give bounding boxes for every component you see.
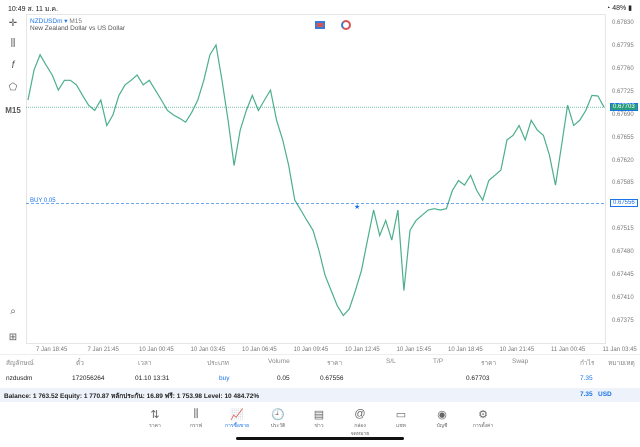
- price-chart[interactable]: [26, 14, 606, 344]
- column-header[interactable]: กำไร: [580, 360, 595, 367]
- column-header[interactable]: เวลา: [138, 360, 152, 367]
- battery-indicator: ◔ 48% ▮: [606, 5, 632, 12]
- nav-label: ข่าว: [314, 423, 324, 429]
- nav-settings[interactable]: ⚙ การตั้งค่า: [468, 408, 498, 430]
- chart-symbol[interactable]: NZDUSDm ▾ M15: [30, 18, 83, 25]
- add-icon[interactable]: ⊞: [8, 332, 18, 343]
- y-tick-label: 0.67410: [612, 295, 634, 302]
- chat-icon: ▭: [395, 409, 407, 421]
- position-profit: 7.35: [580, 375, 593, 382]
- y-tick-label: 0.67620: [612, 157, 634, 164]
- history-icon: 🕘: [271, 409, 285, 421]
- column-header[interactable]: Swap: [512, 358, 529, 365]
- position-volume: 0.05: [277, 375, 290, 382]
- nav-label: การตั้งค่า: [472, 423, 494, 429]
- column-header[interactable]: ราคา: [481, 360, 497, 367]
- y-tick-label: 0.67655: [612, 134, 634, 141]
- x-tick-label: 7 Jan 21:45: [87, 347, 119, 353]
- x-tick-label: 7 Jan 18:45: [36, 347, 68, 353]
- order-line-label[interactable]: BUY 0.05: [30, 198, 56, 204]
- nav-label: กล่องจดหมาย: [350, 423, 370, 437]
- price-line: [27, 43, 605, 317]
- nav-mailbox[interactable]: @ กล่องจดหมาย: [345, 408, 375, 438]
- position-ticket: 172056264: [72, 375, 105, 382]
- position-symbol[interactable]: nzdusdm: [6, 375, 33, 382]
- x-tick-label: 10 Jan 12:45: [345, 347, 380, 353]
- quotes-icon: ⇅: [150, 409, 160, 421]
- position-open-price: 0.67556: [320, 375, 344, 382]
- column-header[interactable]: ราคา: [327, 360, 343, 367]
- balance-bar: Balance: 1 763.52 Equity: 1 770.87 หลักป…: [0, 388, 640, 402]
- y-tick-label: 0.67795: [612, 42, 634, 49]
- status-bar: 10:49 ส. 11 ม.ค. ◔ 48% ▮: [0, 0, 640, 14]
- crosshair-icon[interactable]: ✛: [8, 18, 18, 29]
- entry-marker-icon: ★: [354, 203, 360, 211]
- y-tick-label: 0.67760: [612, 65, 634, 72]
- chart-icon: ⫼: [193, 408, 199, 420]
- x-tick-label: 10 Jan 09:45: [293, 347, 329, 353]
- x-tick-label: 10 Jan 00:45: [139, 347, 174, 353]
- order-price-label: 0.67556: [610, 199, 638, 208]
- x-tick-label: 10 Jan 03:45: [190, 347, 226, 353]
- chart-description: New Zealand Dollar vs US Dollar: [30, 25, 126, 32]
- nav-trade[interactable]: 📈 การซื้อขาย: [222, 408, 252, 430]
- nav-chat[interactable]: ▭ แชท: [386, 408, 416, 430]
- balance-total: 7.35: [580, 391, 593, 398]
- y-tick-label: 0.67830: [612, 20, 634, 26]
- nav-news[interactable]: ▤ ข่าว: [304, 408, 334, 430]
- column-header[interactable]: ประเภท: [207, 360, 229, 367]
- y-tick-label: 0.67515: [612, 226, 634, 233]
- account-icon: ◉: [437, 409, 447, 421]
- balance-currency: USD: [598, 391, 612, 398]
- position-type: buy: [219, 375, 230, 382]
- y-tick-label: 0.67690: [612, 111, 634, 118]
- nav-label: ประวัติ: [270, 423, 286, 429]
- column-header[interactable]: ตั๋ว: [76, 360, 84, 367]
- trade-icon: 📈: [230, 409, 244, 421]
- settings-icon: ⚙: [478, 409, 488, 421]
- position-current-price: 0.67703: [466, 375, 490, 382]
- balance-text: Balance: 1 763.52 Equity: 1 770.87 หลักป…: [4, 393, 260, 400]
- nav-chart[interactable]: ⫼ กราฟ: [181, 408, 211, 430]
- y-tick-label: 0.67480: [612, 249, 634, 256]
- nav-quotes[interactable]: ⇅ ราคา: [140, 408, 170, 430]
- x-tick-label: 10 Jan 18:45: [448, 347, 483, 353]
- y-tick-label: 0.67725: [612, 88, 634, 95]
- y-tick-label: 0.67375: [612, 318, 634, 324]
- y-tick-label: 0.67585: [612, 180, 634, 187]
- x-tick-label: 11 Jan 00:45: [551, 347, 586, 353]
- status-time: 10:49 ส. 11 ม.ค.: [8, 6, 59, 13]
- news-icon: ▤: [313, 409, 325, 421]
- mailbox-icon: @: [354, 408, 366, 420]
- nav-label: กราฟ: [189, 423, 203, 429]
- function-icon[interactable]: f: [11, 60, 15, 71]
- nav-label: บัญชี: [436, 423, 448, 429]
- chart-toolbar: ✛ ⫼ f ⬠ M15 ⌕ ⊞: [0, 14, 26, 344]
- x-tick-label: 10 Jan 15:45: [396, 347, 432, 353]
- nav-label: แชท: [396, 423, 406, 429]
- position-time: 01.10 13:31: [135, 375, 170, 382]
- column-header[interactable]: Volume: [268, 358, 290, 365]
- nav-label: ราคา: [149, 423, 161, 429]
- nav-label: การซื้อขาย: [224, 423, 250, 429]
- column-header[interactable]: สัญลักษณ์: [6, 360, 34, 367]
- current-price-label: 0.67703: [610, 103, 638, 112]
- nav-account[interactable]: ◉ บัญชี: [427, 408, 457, 430]
- x-tick-label: 10 Jan 06:45: [242, 347, 277, 353]
- one-click-icon[interactable]: [341, 20, 351, 30]
- x-tick-label: 11 Jan 03:45: [602, 347, 637, 353]
- indicators-icon[interactable]: ⫼: [10, 38, 16, 49]
- column-header[interactable]: หมายเหตุ: [608, 360, 635, 367]
- nav-history[interactable]: 🕘 ประวัติ: [263, 408, 293, 430]
- zoom-icon[interactable]: ⌕: [10, 306, 16, 317]
- column-header[interactable]: S/L: [386, 358, 396, 365]
- y-tick-label: 0.67445: [612, 272, 634, 279]
- objects-icon[interactable]: ⬠: [8, 82, 18, 93]
- x-tick-label: 10 Jan 21:45: [499, 347, 535, 353]
- trade-icon[interactable]: [315, 21, 325, 29]
- timeframe-button[interactable]: M15: [5, 106, 21, 115]
- home-indicator: [236, 437, 404, 440]
- column-header[interactable]: T/P: [433, 358, 444, 365]
